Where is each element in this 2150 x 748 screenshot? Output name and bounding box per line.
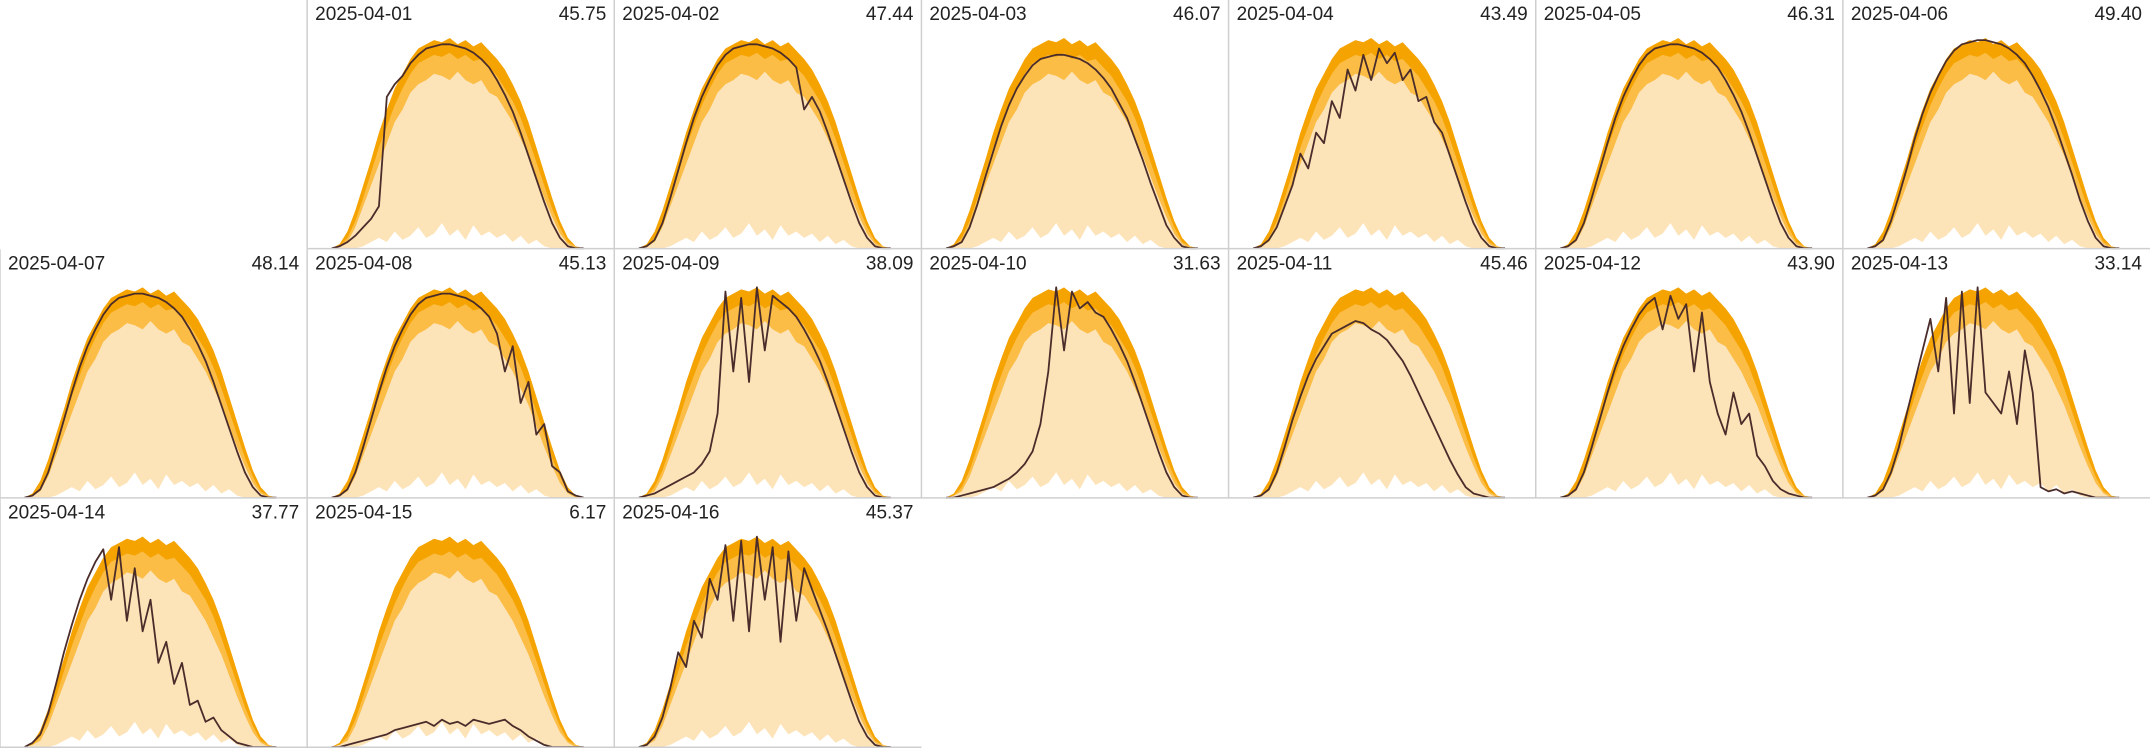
band-area — [1560, 320, 1813, 498]
band-area — [1867, 472, 2120, 498]
band-area — [24, 320, 277, 498]
band-area — [1253, 223, 1505, 249]
band-area — [638, 223, 891, 249]
production-line — [1560, 43, 1813, 250]
band-area — [331, 472, 584, 498]
day-date: 2025-04-13 — [1851, 253, 1948, 274]
day-total: 33.14 — [2094, 253, 2142, 274]
day-total: 6.17 — [569, 503, 606, 524]
day-date: 2025-04-08 — [315, 253, 412, 274]
day-total: 46.31 — [1787, 4, 1835, 25]
day-date: 2025-04-12 — [1544, 253, 1641, 274]
day-total: 43.49 — [1480, 4, 1528, 25]
production-line — [1560, 294, 1813, 499]
production-line — [638, 286, 891, 499]
day-date: 2025-04-16 — [622, 503, 719, 524]
band-area — [331, 223, 584, 249]
band-area — [946, 472, 1198, 498]
day-total: 45.37 — [866, 503, 914, 524]
day-date: 2025-04-15 — [315, 503, 412, 524]
day-total: 31.63 — [1173, 253, 1221, 274]
day-total: 49.40 — [2094, 4, 2142, 25]
band-area — [331, 71, 584, 249]
band-area — [638, 71, 891, 249]
day-date: 2025-04-07 — [8, 253, 105, 274]
band-area — [638, 472, 891, 498]
band-area — [1253, 472, 1505, 498]
production-line — [24, 546, 277, 748]
band-area — [1253, 320, 1505, 498]
band-area — [1560, 472, 1813, 498]
band-area — [946, 71, 1198, 249]
production-line — [331, 43, 584, 250]
production-line — [331, 292, 584, 499]
production-line — [1867, 286, 2120, 499]
band-area — [24, 472, 277, 498]
day-date: 2025-04-09 — [622, 253, 719, 274]
day-date: 2025-04-01 — [315, 4, 412, 25]
production-line — [331, 718, 584, 748]
day-date: 2025-04-02 — [622, 4, 719, 25]
day-total: 37.77 — [252, 503, 300, 524]
day-date: 2025-04-10 — [929, 253, 1026, 274]
band-area — [638, 570, 891, 747]
band-area — [24, 570, 277, 747]
day-total: 45.46 — [1480, 253, 1528, 274]
band-area — [638, 721, 891, 747]
production-line — [1252, 320, 1505, 499]
day-total: 45.13 — [559, 253, 607, 274]
production-line — [1252, 47, 1505, 250]
band-area — [1253, 71, 1505, 249]
production-line — [946, 286, 1198, 499]
production-line — [638, 43, 891, 250]
band-area — [1867, 223, 2120, 249]
production-line — [638, 535, 891, 748]
day-date: 2025-04-04 — [1237, 4, 1335, 25]
band-area — [946, 223, 1198, 249]
day-total: 43.90 — [1787, 253, 1835, 274]
day-total: 45.75 — [559, 4, 607, 25]
day-total: 47.44 — [866, 4, 914, 25]
band-area — [331, 320, 584, 498]
day-total: 48.14 — [252, 253, 300, 274]
day-date: 2025-04-11 — [1237, 253, 1333, 274]
band-area — [638, 320, 891, 498]
band-area — [331, 570, 584, 747]
band-area — [331, 721, 584, 747]
day-date: 2025-04-06 — [1851, 4, 1948, 25]
day-date: 2025-04-03 — [929, 4, 1026, 25]
day-total: 46.07 — [1173, 4, 1221, 25]
production-line — [24, 292, 277, 499]
day-date: 2025-04-14 — [8, 503, 106, 524]
band-area — [1867, 71, 2120, 249]
production-line — [945, 53, 1198, 250]
day-date: 2025-04-05 — [1544, 4, 1641, 25]
band-area — [1867, 320, 2120, 498]
production-line — [1867, 39, 2120, 250]
band-area — [1560, 71, 1813, 249]
band-area — [946, 320, 1198, 498]
day-total: 38.09 — [866, 253, 914, 274]
band-area — [24, 721, 277, 747]
band-area — [1560, 223, 1813, 249]
